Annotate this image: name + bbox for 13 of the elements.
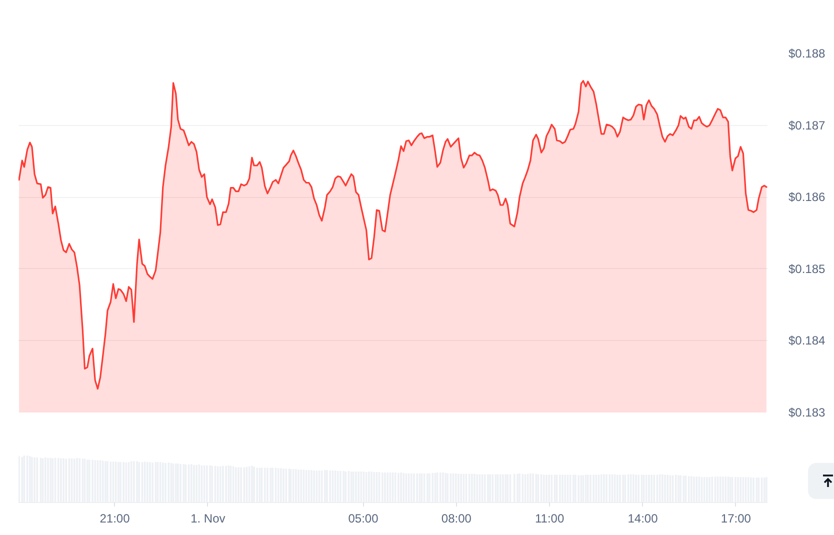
- y-tick-label: $0.186: [788, 190, 826, 204]
- x-tick-label: 08:00: [441, 512, 472, 526]
- y-tick-label: $0.188: [788, 46, 826, 60]
- y-tick-label: $0.184: [788, 334, 826, 348]
- x-tick-label: 05:00: [348, 512, 379, 526]
- x-tick-label: 1. Nov: [190, 512, 226, 526]
- x-tick-label: 17:00: [720, 512, 752, 526]
- x-tick-label: 14:00: [628, 512, 658, 526]
- y-tick-label: $0.187: [788, 118, 826, 132]
- x-tick-label: 21:00: [100, 512, 130, 526]
- y-tick-label: $0.183: [788, 406, 826, 420]
- x-tick-label: 11:00: [535, 512, 564, 526]
- y-tick-label: $0.185: [788, 262, 826, 276]
